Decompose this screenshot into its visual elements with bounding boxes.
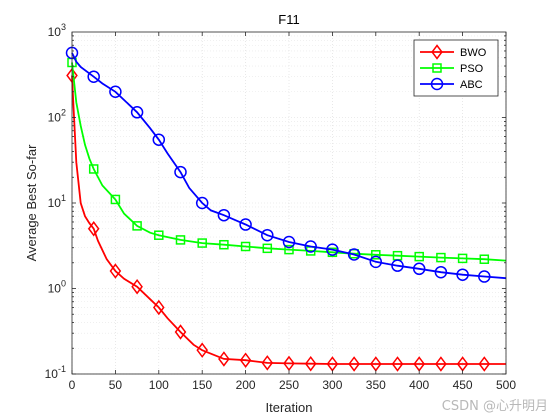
data-point bbox=[261, 355, 274, 371]
x-tick-label: 250 bbox=[279, 378, 299, 392]
data-point bbox=[412, 262, 426, 276]
y-axis-label: Average Best So-far bbox=[24, 144, 39, 261]
data-point bbox=[174, 165, 187, 179]
data-point bbox=[152, 299, 165, 316]
x-tick-label: 0 bbox=[69, 378, 76, 392]
series-line bbox=[71, 52, 507, 280]
data-point bbox=[304, 355, 317, 372]
data-point bbox=[436, 252, 446, 263]
data-point bbox=[195, 196, 209, 210]
x-tick-label: 50 bbox=[109, 378, 123, 392]
chart-title: F11 bbox=[278, 12, 299, 27]
data-point bbox=[239, 352, 252, 368]
data-point bbox=[88, 164, 99, 174]
y-tick-label: 102 bbox=[48, 108, 66, 125]
data-point bbox=[110, 194, 121, 205]
y-tick-label: 103 bbox=[48, 22, 66, 39]
data-point bbox=[219, 239, 229, 250]
legend-item: BWO bbox=[420, 44, 487, 60]
x-tick-label: 450 bbox=[453, 378, 473, 392]
data-point bbox=[240, 241, 251, 252]
y-tick-label: 10-1 bbox=[45, 364, 66, 381]
data-point bbox=[87, 70, 100, 83]
legend-label: BWO bbox=[460, 47, 487, 59]
data-point bbox=[304, 240, 317, 253]
data-point bbox=[218, 351, 230, 367]
data-point bbox=[431, 44, 443, 60]
legend-item: PSO bbox=[420, 63, 484, 75]
data-point bbox=[197, 238, 207, 248]
x-tick-label: 150 bbox=[192, 378, 212, 392]
data-point bbox=[348, 356, 360, 372]
data-point bbox=[109, 263, 122, 279]
data-point bbox=[479, 254, 490, 264]
data-point bbox=[239, 218, 252, 231]
data-point bbox=[130, 106, 144, 119]
data-point bbox=[432, 63, 442, 73]
data-point bbox=[478, 356, 491, 372]
data-point bbox=[457, 253, 468, 264]
data-point bbox=[217, 208, 231, 222]
data-point bbox=[154, 230, 164, 240]
data-point bbox=[478, 270, 491, 283]
data-point bbox=[152, 133, 166, 146]
data-point bbox=[391, 259, 404, 272]
x-tick-label: 350 bbox=[366, 378, 386, 392]
series-line bbox=[71, 62, 507, 262]
legend-label: ABC bbox=[460, 79, 483, 91]
legend-item: ABC bbox=[420, 77, 483, 91]
data-point bbox=[109, 85, 122, 99]
x-tick-label: 500 bbox=[496, 378, 516, 392]
data-point bbox=[391, 356, 404, 372]
data-point bbox=[174, 324, 187, 340]
x-tick-label: 100 bbox=[149, 378, 169, 392]
data-point bbox=[261, 228, 274, 242]
data-point bbox=[87, 220, 100, 237]
x-tick-label: 300 bbox=[322, 378, 342, 392]
x-tick-label: 200 bbox=[236, 378, 256, 392]
data-point bbox=[131, 278, 143, 295]
legend: BWO PSO ABC bbox=[413, 39, 499, 97]
watermark: CSDN @心升明月 bbox=[441, 399, 548, 414]
data-point bbox=[435, 356, 447, 372]
x-axis-label: Iteration bbox=[266, 400, 313, 415]
data-point bbox=[175, 235, 186, 245]
data-point bbox=[283, 355, 295, 372]
data-point bbox=[347, 248, 361, 261]
ticks: 0 50 100 150 200 250 300 350 400 450 500 10-1 100 101… bbox=[45, 22, 517, 392]
legend-label: PSO bbox=[460, 63, 484, 75]
data-point bbox=[369, 255, 383, 269]
data-point bbox=[456, 268, 469, 281]
y-tick-label: 101 bbox=[48, 193, 66, 210]
series-line bbox=[71, 75, 506, 365]
y-tick-label: 100 bbox=[48, 279, 66, 296]
data-point bbox=[282, 235, 296, 249]
data-point bbox=[326, 243, 339, 256]
data-point bbox=[132, 221, 142, 231]
data-point bbox=[430, 77, 444, 91]
x-tick-label: 400 bbox=[409, 378, 429, 392]
data-point bbox=[196, 342, 209, 358]
series-bwo bbox=[66, 67, 506, 372]
data-point bbox=[284, 244, 294, 255]
data-point bbox=[371, 250, 381, 260]
data-point bbox=[262, 243, 273, 254]
data-point bbox=[434, 265, 448, 279]
series-abc bbox=[65, 46, 507, 283]
data-point bbox=[414, 251, 424, 262]
plot-area bbox=[65, 46, 507, 372]
